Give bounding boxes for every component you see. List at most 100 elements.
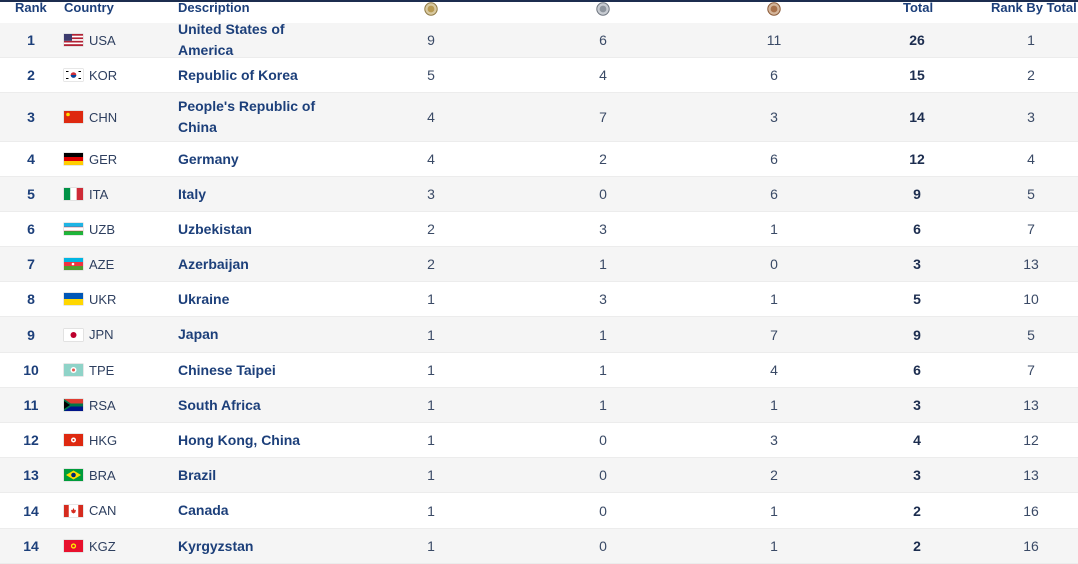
bronze-count: 6: [754, 177, 794, 211]
rank-by-total: 7: [1011, 353, 1051, 387]
chn-flag-icon: [64, 93, 84, 141]
tpe-flag-icon: [64, 353, 84, 387]
country-name-link[interactable]: Japan: [178, 317, 338, 352]
country-code: RSA: [89, 388, 149, 422]
gold-count: 4: [411, 142, 451, 176]
rank-cell: 5: [0, 177, 62, 211]
gold-count: 9: [411, 23, 451, 57]
country-name-link[interactable]: Uzbekistan: [178, 212, 338, 246]
country-name-link[interactable]: Brazil: [178, 458, 338, 492]
rank-by-total: 5: [1011, 317, 1051, 352]
country-name-link[interactable]: People's Republic of China: [178, 93, 338, 141]
gold-count: 1: [411, 458, 451, 492]
country-name-link[interactable]: South Africa: [178, 388, 338, 422]
jpn-flag-icon: [64, 317, 84, 352]
hkg-flag-icon: [64, 423, 84, 457]
gold-count: 4: [411, 93, 451, 141]
country-code: USA: [89, 23, 149, 57]
silver-count: 0: [583, 423, 623, 457]
silver-medal-icon[interactable]: [596, 2, 610, 16]
silver-count: 0: [583, 529, 623, 563]
silver-count: 4: [583, 58, 623, 92]
silver-count: 0: [583, 493, 623, 528]
silver-count: 2: [583, 142, 623, 176]
total-count: 3: [897, 388, 937, 422]
gold-count: 1: [411, 353, 451, 387]
rsa-flag-icon: [64, 388, 84, 422]
header-rank-by-total[interactable]: Rank By Total: [991, 0, 1077, 16]
total-count: 4: [897, 423, 937, 457]
country-name-link[interactable]: Kyrgyzstan: [178, 529, 338, 563]
header-rank[interactable]: Rank: [15, 0, 47, 16]
rank-cell: 14: [0, 529, 62, 563]
rank-by-total: 1: [1011, 23, 1051, 57]
rank-by-total: 12: [1011, 423, 1051, 457]
rank-cell: 7: [0, 247, 62, 281]
bronze-count: 11: [754, 23, 794, 57]
country-code: HKG: [89, 423, 149, 457]
bronze-count: 6: [754, 142, 794, 176]
silver-count: 1: [583, 247, 623, 281]
gold-count: 1: [411, 423, 451, 457]
bronze-medal-icon[interactable]: [767, 2, 781, 16]
rank-by-total: 10: [1011, 282, 1051, 316]
country-name-link[interactable]: Chinese Taipei: [178, 353, 338, 387]
country-name-link[interactable]: Germany: [178, 142, 338, 176]
bronze-count: 6: [754, 58, 794, 92]
country-name-link[interactable]: Canada: [178, 493, 338, 528]
bronze-count: 1: [754, 493, 794, 528]
rank-by-total: 3: [1011, 93, 1051, 141]
country-name-link[interactable]: United States of America: [178, 23, 338, 57]
country-name-link[interactable]: Ukraine: [178, 282, 338, 316]
bra-flag-icon: [64, 458, 84, 492]
country-name-link[interactable]: Azerbaijan: [178, 247, 338, 281]
header-description[interactable]: Description: [178, 0, 250, 16]
total-count: 15: [897, 58, 937, 92]
header-total[interactable]: Total: [903, 0, 933, 16]
country-code: JPN: [89, 317, 149, 352]
silver-count: 1: [583, 317, 623, 352]
rank-by-total: 2: [1011, 58, 1051, 92]
rank-by-total: 7: [1011, 212, 1051, 246]
total-count: 3: [897, 458, 937, 492]
bronze-count: 1: [754, 529, 794, 563]
country-name-link[interactable]: Republic of Korea: [178, 58, 338, 92]
gold-count: 2: [411, 212, 451, 246]
bronze-count: 3: [754, 93, 794, 141]
country-code: ITA: [89, 177, 149, 211]
rank-by-total: 5: [1011, 177, 1051, 211]
gold-count: 1: [411, 388, 451, 422]
country-code: UKR: [89, 282, 149, 316]
table-header: Rank Country Description Total Rank By T…: [0, 0, 1078, 22]
rank-by-total: 16: [1011, 493, 1051, 528]
ukr-flag-icon: [64, 282, 84, 316]
country-name-link[interactable]: Italy: [178, 177, 338, 211]
uzb-flag-icon: [64, 212, 84, 246]
country-code: KOR: [89, 58, 149, 92]
usa-flag-icon: [64, 23, 84, 57]
silver-count: 7: [583, 93, 623, 141]
country-name-link[interactable]: Hong Kong, China: [178, 423, 338, 457]
header-country[interactable]: Country: [64, 0, 114, 16]
gold-medal-icon[interactable]: [424, 2, 438, 16]
silver-count: 3: [583, 282, 623, 316]
bronze-count: 0: [754, 247, 794, 281]
country-code: KGZ: [89, 529, 149, 563]
kgz-flag-icon: [64, 529, 84, 563]
